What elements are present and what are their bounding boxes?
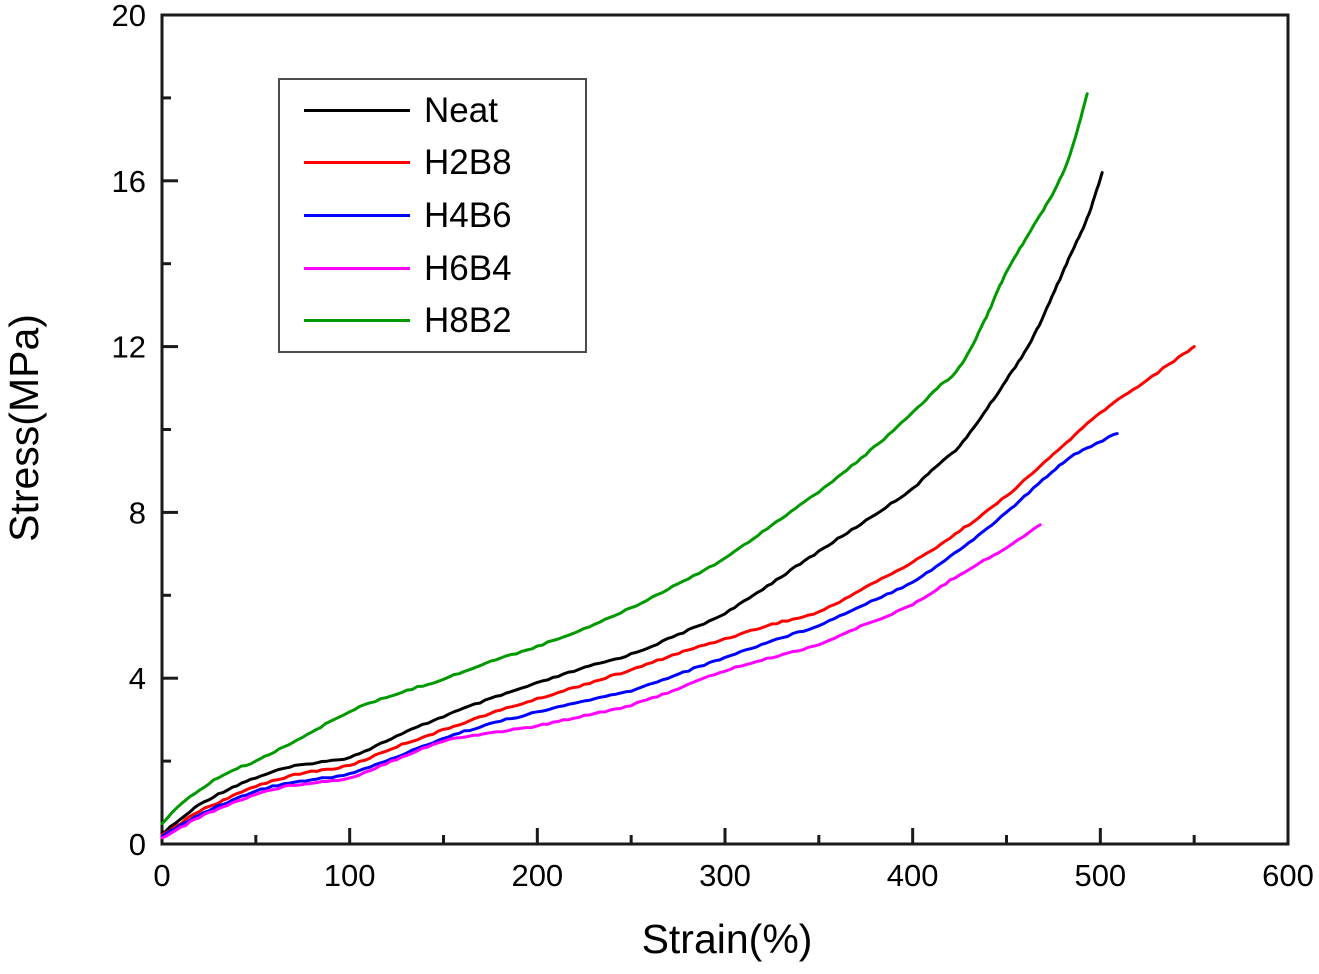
legend-label-h6b4: H6B4 [424, 248, 512, 288]
legend-entry-h8b2: H8B2 [280, 296, 585, 346]
x-axis-title: Strain(%) [642, 916, 813, 962]
x-tick-label-100: 100 [324, 858, 376, 893]
y-tick-label-4: 4 [129, 661, 146, 696]
legend-line-sample-h4b6 [304, 213, 410, 217]
legend-entry-h6b4: H6B4 [280, 243, 585, 293]
legend-label-h2b8: H2B8 [424, 143, 512, 183]
legend-entry-neat: Neat [280, 85, 585, 135]
y-axis-title: Stress(MPa) [1, 314, 47, 542]
legend-entry-h2b8: H2B8 [280, 138, 585, 188]
legend-line-sample-h8b2 [304, 319, 410, 323]
y-tick-label-8: 8 [129, 495, 146, 530]
x-tick-label-500: 500 [1074, 858, 1126, 893]
legend: Neat H2B8 H4B6 H6B4 H8B2 [278, 78, 587, 353]
x-tick-label-200: 200 [511, 858, 563, 893]
x-tick-label-600: 600 [1262, 858, 1314, 893]
x-tick-label-300: 300 [699, 858, 751, 893]
curve-h4b6 [160, 432, 1119, 838]
y-tick-label-0: 0 [129, 827, 146, 862]
legend-line-sample-h2b8 [304, 161, 410, 165]
curve-h2b8 [160, 345, 1196, 837]
curve-neat [160, 171, 1104, 835]
axes-layer: 0 100 200 300 400 500 600 0 4 8 12 16 20 [112, 0, 1314, 893]
legend-label-neat: Neat [424, 90, 498, 130]
curves-layer [160, 92, 1196, 840]
y-tick-label-20: 20 [112, 0, 146, 33]
legend-entry-h4b6: H4B6 [280, 190, 585, 240]
legend-line-sample-h6b4 [304, 266, 410, 270]
y-tick-label-16: 16 [112, 164, 146, 199]
curve-h6b4 [160, 523, 1042, 840]
x-tick-label-400: 400 [887, 858, 939, 893]
curve-h8b2 [160, 92, 1089, 825]
x-tick-label-0: 0 [153, 858, 170, 893]
legend-line-sample-neat [304, 108, 410, 112]
legend-label-h8b2: H8B2 [424, 301, 512, 341]
y-tick-label-12: 12 [112, 330, 146, 365]
legend-label-h4b6: H4B6 [424, 195, 512, 235]
